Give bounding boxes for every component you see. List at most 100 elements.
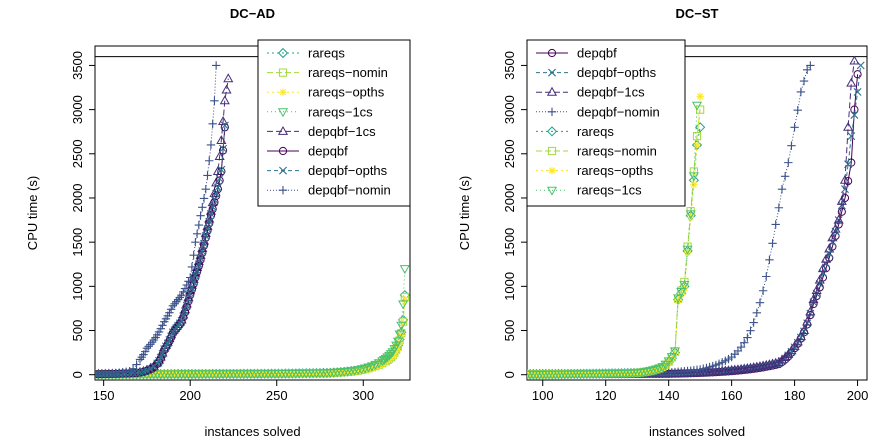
data-point (219, 144, 228, 153)
data-point (128, 364, 138, 373)
legend-marker (547, 48, 557, 58)
x-tick-label: 140 (658, 388, 680, 403)
data-point (211, 61, 221, 70)
data-point (166, 305, 176, 314)
plot-frame (526, 45, 868, 381)
x-tick-label: 200 (847, 388, 869, 403)
legend-item: depqbf−1cs (536, 85, 645, 100)
data-point (663, 357, 674, 367)
series-line (95, 296, 406, 375)
data-point (764, 359, 775, 369)
data-point (773, 356, 784, 366)
legend-item: rareqs−1cs (267, 104, 373, 119)
y-tick-label: 3500 (502, 51, 517, 80)
y-axis-label: CPU time (s) (457, 176, 472, 250)
legend: rareqs rareqs−nomin rareqs−opths rareqs−1cs… (257, 39, 411, 207)
data-point (695, 122, 706, 133)
data-point (179, 312, 188, 321)
data-point (95, 370, 99, 379)
data-point (180, 308, 190, 317)
data-point (214, 151, 225, 161)
data-point (187, 262, 197, 272)
data-point (196, 211, 205, 220)
data-point (384, 351, 395, 361)
legend-marker (546, 186, 558, 196)
data-point (690, 181, 698, 189)
data-point (179, 287, 188, 297)
data-point (368, 364, 376, 372)
data-point (218, 146, 228, 155)
legend-marker (278, 68, 288, 77)
data-point (850, 110, 859, 119)
data-point (180, 284, 190, 293)
y-tick-label: 2000 (70, 184, 85, 213)
data-point (392, 347, 400, 355)
y-tick-label: 0 (502, 371, 517, 378)
series-line (95, 295, 406, 375)
data-point (795, 331, 806, 341)
x-tick-label: 160 (721, 388, 743, 403)
x-tick-label: 120 (595, 388, 617, 403)
data-point (833, 214, 844, 224)
data-point (206, 140, 216, 150)
legend-item: depqbf−opths (536, 65, 657, 80)
data-point (132, 368, 141, 377)
legend-label: rareqs−nomin (577, 144, 657, 159)
data-point (146, 340, 155, 349)
data-point (853, 87, 862, 96)
chart-title: DC−ST (676, 6, 719, 21)
data-point (378, 356, 390, 366)
data-point (768, 239, 777, 248)
data-point (676, 287, 687, 297)
data-point (655, 365, 663, 373)
y-tick-label: 3000 (70, 95, 85, 124)
legend-item: depqbf−1cs (267, 124, 376, 139)
data-point (752, 308, 762, 318)
data-point (201, 184, 210, 194)
data-point (808, 294, 819, 304)
data-point (673, 294, 684, 304)
y-tick-label: 2500 (70, 139, 85, 168)
data-point (189, 278, 198, 287)
legend-item: rareqs−nomin (536, 144, 657, 159)
legend-item: rareqs−nomin (267, 65, 388, 80)
legend-label: depqbf−1cs (577, 85, 645, 100)
data-point (205, 217, 214, 226)
legend-marker (546, 86, 558, 96)
y-tick-label: 500 (502, 320, 517, 342)
data-point (364, 365, 373, 373)
data-point (172, 297, 181, 306)
data-point (185, 273, 195, 282)
data-point (399, 319, 407, 328)
data-point (847, 132, 856, 141)
data-point (184, 295, 193, 304)
legend-label: rareqs−opths (577, 163, 654, 178)
data-point (144, 342, 153, 351)
data-point (206, 209, 215, 218)
data-point (168, 301, 178, 310)
data-point (219, 95, 230, 105)
data-point (649, 367, 657, 375)
data-point (187, 285, 197, 294)
data-point (696, 92, 704, 100)
series-8 (95, 61, 221, 379)
legend-marker (547, 107, 557, 116)
data-point (743, 333, 752, 342)
chart-panel-2: DC−ST instances solved CPU time (s) 100 120 1… (457, 6, 868, 439)
chart-title: DC−AD (230, 6, 275, 21)
data-point (789, 341, 800, 350)
data-point (837, 207, 846, 216)
data-point (375, 362, 383, 370)
plot-area (527, 55, 865, 380)
data-point (761, 359, 772, 369)
data-point (215, 174, 224, 183)
data-point (223, 73, 234, 83)
data-point (205, 156, 214, 165)
data-point (382, 353, 393, 363)
data-point (189, 279, 198, 288)
series-line (95, 65, 217, 375)
legend-label: rareqs (577, 124, 614, 139)
data-point (660, 360, 671, 370)
data-point (213, 183, 222, 192)
